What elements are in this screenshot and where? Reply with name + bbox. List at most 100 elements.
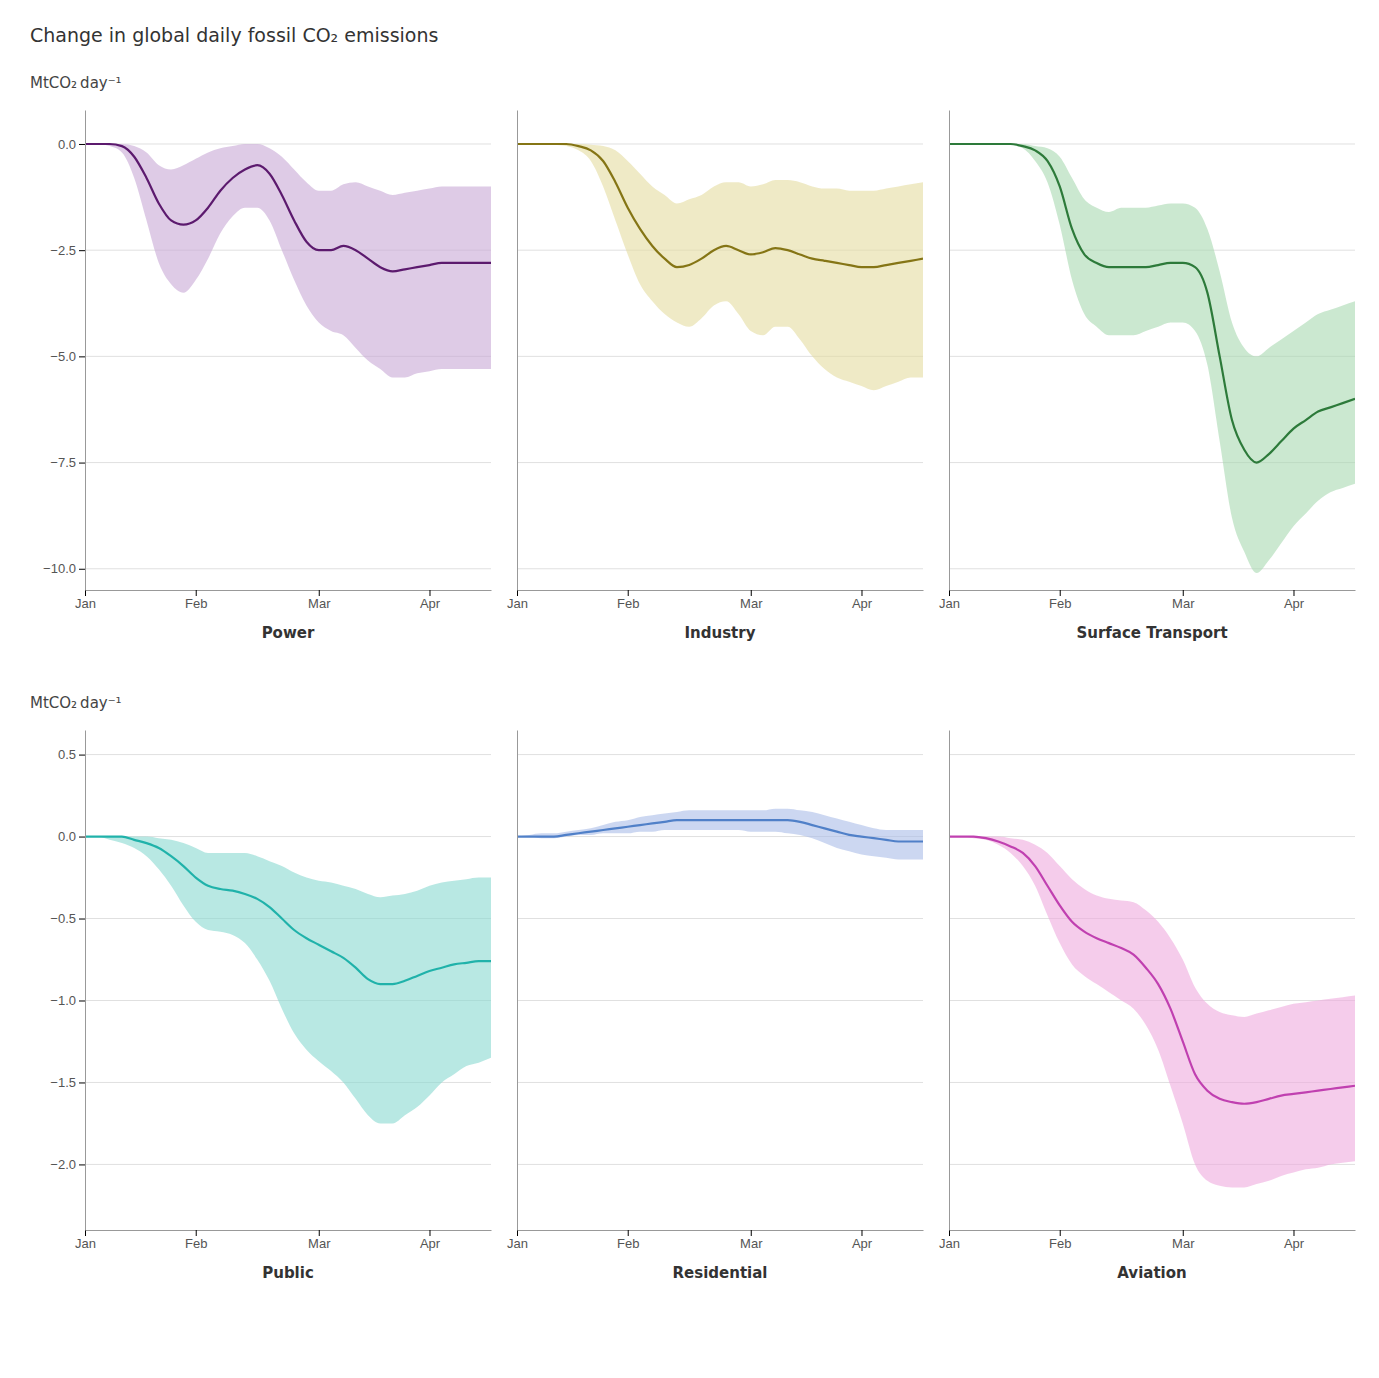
x-tick: Apr [1284,1230,1305,1251]
y-tick-label: −5.0 [50,349,76,364]
x-tick-label: Jan [507,1236,528,1251]
panel: JanFebMarAprIndustry [507,111,923,643]
panel: Jan Feb Mar Apr Surface Transport [939,111,1355,643]
y-tick-mark [79,1000,85,1001]
grid-line [85,568,491,569]
x-tick-label: Feb [617,596,639,611]
y-axis-line [949,731,950,1231]
x-axis-title: Power [262,624,315,642]
line [949,144,1355,463]
x-tick: Feb [1049,590,1071,611]
x-axis-title: Surface Transport [1076,624,1227,642]
x-tick-label: Mar [308,1236,331,1251]
x-tick-mark [628,590,629,596]
y-tick: 0.0 [58,829,85,844]
panel: JanFebMarApr0.50.0−0.5−1.0−1.5−2.0Public [50,731,491,1283]
line [85,837,491,985]
x-axis: JanFebMarApr [75,590,491,611]
grid-line [517,462,923,463]
chart: Change in global daily fossil CO₂ emissi… [0,0,1379,1378]
x-axis: Jan Feb Mar Apr [507,1230,923,1251]
x-tick-mark [85,1230,86,1236]
x-tick-mark [949,590,950,596]
x-tick: Jan [75,590,96,611]
y-tick: −1.5 [50,1075,85,1090]
x-tick-mark [429,1230,430,1236]
x-tick-mark [949,1230,950,1236]
grid [85,755,491,1165]
y-tick: −2.0 [50,1157,85,1172]
x-tick: Mar [1172,590,1195,611]
y-axis [949,111,950,591]
x-tick-label: Jan [75,596,96,611]
x-axis-title: Residential [673,1264,768,1282]
y-tick-label: 0.5 [58,747,76,762]
x-tick: Jan [939,1230,960,1251]
y-tick-label: −1.0 [50,993,76,1008]
x-tick-label: Feb [617,1236,639,1251]
y-axis-title: MtCO₂ day⁻¹ [30,694,122,712]
y-axis: 0.0 −2.5 −5.0 −7.5 −10.0 [43,111,85,591]
y-axis-line [949,111,950,591]
x-axis-line [518,590,924,591]
grid-line [949,836,1355,837]
grid-line [517,1082,923,1083]
band [85,144,491,378]
panel: JanFebMarApr0.0−2.5−5.0−7.5−10.0Power [43,111,491,643]
y-tick-label: −7.5 [50,455,76,470]
x-tick: Jan [939,590,960,611]
x-tick-mark [1183,1230,1184,1236]
y-tick: −0.5 [50,911,85,926]
y-axis-line [517,731,518,1231]
y-axis [949,731,950,1231]
plot-area [85,144,491,378]
band [517,144,923,390]
grid-line [85,143,491,144]
x-tick-label: Mar [740,596,763,611]
grid-line [85,1164,491,1165]
y-tick-label: −10.0 [43,561,76,576]
x-tick: Apr [852,590,873,611]
x-tick-mark [751,590,752,596]
y-tick: −10.0 [43,561,85,576]
x-tick: Mar [740,590,763,611]
x-tick-label: Mar [740,1236,763,1251]
y-tick-mark [79,463,85,464]
x-tick: Feb [1049,1230,1071,1251]
x-tick-mark [196,1230,197,1236]
x-axis: JanFebMarApr [75,1230,491,1251]
x-tick-mark [85,590,86,596]
grid-line [949,568,1355,569]
y-tick-mark [79,144,85,145]
x-tick: Apr [852,1230,873,1251]
y-tick: 0.0 [58,137,85,152]
y-axis: 0.5 0.0 −0.5 −1.0 −1.5 −2.0 [50,731,85,1231]
x-axis-line [86,1230,492,1231]
x-tick-label: Jan [939,1236,960,1251]
x-tick: Mar [1172,1230,1195,1251]
x-tick-label: Jan [507,596,528,611]
y-tick-label: −1.5 [50,1075,76,1090]
grid-line [85,754,491,755]
y-tick-label: −2.5 [50,243,76,258]
y-axis-line [85,111,86,591]
x-tick-label: Apr [1284,596,1305,611]
y-tick-mark [79,250,85,251]
x-tick-label: Feb [1049,1236,1071,1251]
x-tick-label: Apr [852,1236,873,1251]
y-tick-mark [79,1082,85,1083]
y-tick-label: −2.0 [50,1157,76,1172]
x-tick: Feb [185,590,207,611]
x-tick: Apr [420,590,441,611]
x-tick-label: Mar [1172,1236,1195,1251]
x-axis: Jan Feb Mar Apr [939,1230,1355,1251]
x-tick-label: Apr [420,1236,441,1251]
grid-line [85,462,491,463]
x-tick-label: Feb [185,1236,207,1251]
x-tick: Apr [420,1230,441,1251]
y-tick: −7.5 [50,455,85,470]
y-tick: −1.0 [50,993,85,1008]
x-tick-mark [517,1230,518,1236]
x-axis-line [950,590,1356,591]
x-tick: Jan [507,590,528,611]
